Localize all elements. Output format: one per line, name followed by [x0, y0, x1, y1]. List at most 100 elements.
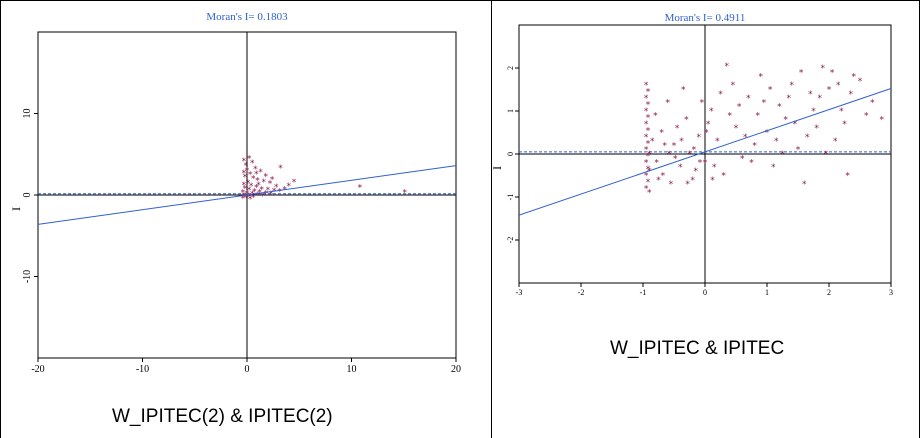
- data-point: *: [255, 191, 260, 201]
- data-point: *: [687, 150, 692, 160]
- x-tick-label: -10: [136, 364, 149, 375]
- data-point: *: [693, 167, 698, 177]
- data-point: *: [256, 181, 261, 191]
- data-point: *: [255, 176, 260, 186]
- data-point: *: [684, 116, 689, 126]
- y-tick-label: 0: [22, 193, 33, 198]
- x-tick-label: 1: [765, 288, 769, 297]
- data-point: *: [260, 192, 265, 202]
- data-point: *: [685, 180, 690, 190]
- data-point: *: [830, 68, 835, 78]
- data-point: *: [848, 90, 853, 100]
- data-point: *: [647, 167, 652, 177]
- data-point: *: [644, 133, 649, 143]
- data-point: *: [251, 175, 256, 185]
- data-point: *: [248, 171, 253, 181]
- data-point: *: [833, 137, 838, 147]
- data-point: *: [709, 107, 714, 117]
- plot-area: ****************************************…: [38, 32, 456, 358]
- data-point: *: [282, 185, 287, 195]
- data-point: *: [644, 107, 649, 117]
- data-point: *: [836, 81, 841, 91]
- data-point: *: [644, 172, 649, 182]
- data-point: *: [672, 141, 677, 151]
- data-point: *: [728, 111, 733, 121]
- data-point: *: [667, 150, 672, 160]
- data-point: *: [681, 86, 686, 96]
- data-point: *: [721, 172, 726, 182]
- data-point: *: [644, 146, 649, 156]
- x-tick-label: -3: [516, 288, 523, 297]
- data-point: *: [845, 172, 850, 182]
- data-point: *: [246, 179, 251, 189]
- data-point: *: [250, 190, 255, 200]
- data-point: *: [278, 164, 283, 174]
- data-point: *: [287, 182, 292, 192]
- data-point: *: [646, 126, 651, 136]
- data-point: *: [805, 133, 810, 143]
- data-point: *: [249, 182, 254, 192]
- data-point: *: [700, 98, 705, 108]
- data-point: *: [646, 165, 651, 175]
- top-border: [0, 0, 920, 1]
- data-point: *: [662, 141, 667, 151]
- data-point: *: [264, 189, 269, 199]
- data-point: *: [650, 137, 655, 147]
- data-point: *: [817, 94, 822, 104]
- data-point: *: [659, 129, 664, 139]
- data-point: *: [245, 167, 250, 177]
- y-tick-label: 2: [506, 66, 515, 70]
- x-tick-label: 0: [703, 288, 707, 297]
- data-point: *: [274, 183, 279, 193]
- data-point: *: [247, 186, 252, 196]
- x-tick-label: 3: [889, 288, 893, 297]
- data-point: *: [272, 187, 277, 197]
- data-point: *: [644, 184, 649, 194]
- data-point: *: [277, 188, 282, 198]
- regression-line: [519, 88, 891, 216]
- y-tick-label: 1: [506, 109, 515, 113]
- data-point: *: [724, 62, 729, 72]
- data-point: *: [768, 86, 773, 96]
- data-point: *: [734, 124, 739, 134]
- data-point: *: [675, 124, 680, 134]
- data-point: *: [790, 81, 795, 91]
- data-point: *: [244, 193, 249, 203]
- data-point: *: [715, 137, 720, 147]
- data-point: *: [242, 192, 247, 202]
- data-point: *: [242, 157, 247, 167]
- data-point: *: [864, 111, 869, 121]
- data-point: *: [870, 98, 875, 108]
- data-point: *: [737, 103, 742, 113]
- data-point: *: [245, 189, 250, 199]
- data-point: *: [852, 73, 857, 83]
- data-point: *: [654, 159, 659, 169]
- chart-title: Moran's I= 0.4911: [665, 12, 746, 24]
- data-point: *: [796, 146, 801, 156]
- data-point: *: [858, 77, 863, 87]
- data-point: *: [712, 163, 717, 173]
- data-point: *: [646, 113, 651, 123]
- x-tick-label: -2: [578, 288, 585, 297]
- data-point: *: [646, 139, 651, 149]
- data-point: *: [250, 159, 255, 169]
- data-point: *: [749, 159, 754, 169]
- data-point: *: [243, 173, 248, 183]
- data-point: *: [765, 129, 770, 139]
- data-point: *: [270, 176, 275, 186]
- data-point: *: [780, 150, 785, 160]
- y-tick-label: -2: [506, 237, 515, 244]
- x-tick-label: -1: [640, 288, 647, 297]
- data-point: *: [246, 193, 251, 203]
- data-point: *: [266, 186, 271, 196]
- data-point: *: [646, 152, 651, 162]
- data-point: *: [698, 159, 703, 169]
- data-point: *: [746, 94, 751, 104]
- data-point: *: [259, 185, 264, 195]
- data-point: *: [258, 168, 263, 178]
- data-point: *: [679, 137, 684, 147]
- data-point: *: [646, 101, 651, 111]
- data-point: *: [718, 90, 723, 100]
- y-tick-label: -10: [22, 270, 33, 283]
